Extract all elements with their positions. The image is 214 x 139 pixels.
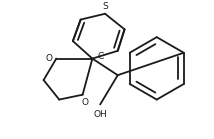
Text: OH: OH: [93, 110, 107, 119]
Text: O: O: [46, 54, 53, 63]
Text: C: C: [97, 52, 103, 61]
Text: O: O: [81, 98, 88, 107]
Text: S: S: [102, 2, 108, 11]
